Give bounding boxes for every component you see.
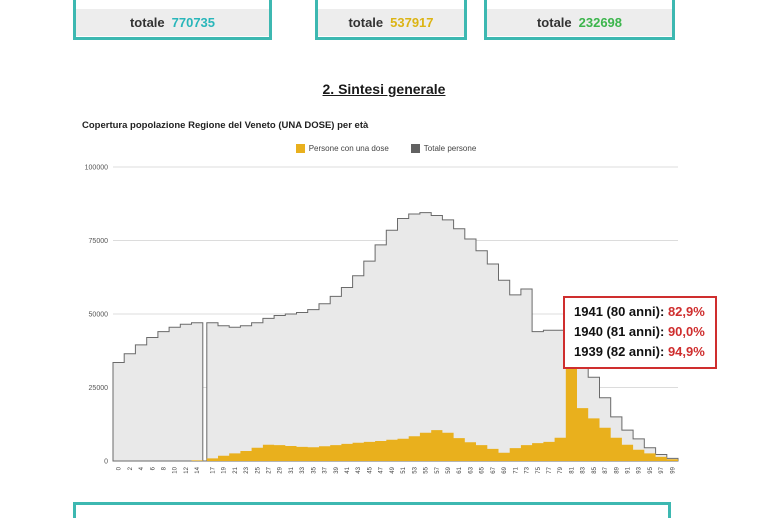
x-tick-label: 8 <box>162 466 168 470</box>
x-tick-label: 43 <box>356 466 362 473</box>
x-tick-label: 85 <box>592 466 598 473</box>
legend-label: Persone con una dose <box>308 144 389 153</box>
x-tick-label: 6 <box>150 466 156 470</box>
x-tick-label: 93 <box>637 466 643 473</box>
x-tick-label: 63 <box>468 466 474 473</box>
section-title: 2. Sintesi generale <box>322 81 446 97</box>
x-tick-label: 81 <box>569 466 575 473</box>
x-tick-label: 14 <box>195 466 201 473</box>
legend-item-una-dose: Persone con una dose <box>295 144 389 153</box>
x-tick-label: 31 <box>289 466 295 473</box>
x-tick-label: 29 <box>278 466 284 473</box>
x-tick-label: 21 <box>233 466 239 473</box>
summary-total-value: 232698 <box>578 15 623 30</box>
x-tick-label: 67 <box>491 466 497 473</box>
x-tick-label: 71 <box>513 466 519 473</box>
legend-item-totale: Totale persone <box>410 144 477 153</box>
age-80-82-annotation: 1941 (80 anni): 82,9% 1940 (81 anni): 90… <box>563 296 717 369</box>
x-tick-label: 59 <box>446 466 452 473</box>
summary-box-terza-dose: totale 232698 <box>484 0 675 40</box>
x-tick-label: 25 <box>255 466 261 473</box>
annotation-percent: 82,9% <box>667 304 705 319</box>
x-tick-label: 55 <box>424 466 430 473</box>
summary-total-value: 537917 <box>390 15 434 30</box>
y-tick-label: 0 <box>104 459 108 466</box>
x-tick-label: 89 <box>614 466 620 473</box>
x-tick-label: 2 <box>128 466 134 470</box>
x-tick-label: 77 <box>547 466 553 473</box>
summary-total-label: totale <box>129 15 165 30</box>
x-tick-label: 99 <box>670 466 676 473</box>
chart-title: Copertura popolazione Regione del Veneto… <box>82 120 369 131</box>
x-tick-label: 75 <box>536 466 542 473</box>
x-tick-label: 87 <box>603 466 609 473</box>
x-tick-label: 17 <box>210 466 216 473</box>
annotation-line: 1940 (81 anni): 90,0% <box>574 324 705 339</box>
summary-box-una-dose: totale 770735 <box>73 0 272 40</box>
x-tick-label: 79 <box>558 466 564 473</box>
summary-total-row: totale 537917 <box>318 9 464 36</box>
x-tick-label: 33 <box>300 466 306 473</box>
x-tick-label: 4 <box>139 466 145 470</box>
x-tick-label: 41 <box>345 466 351 473</box>
y-tick-label: 100000 <box>85 165 108 172</box>
una-dose-area <box>113 355 678 461</box>
x-tick-label: 83 <box>581 466 587 473</box>
x-tick-label: 57 <box>435 466 441 473</box>
summary-total-label: totale <box>348 15 384 30</box>
summary-box-ciclo-completo: totale 537917 <box>315 0 467 40</box>
x-tick-label: 49 <box>390 466 396 473</box>
x-tick-label: 45 <box>368 466 374 473</box>
totale-persone-area <box>112 212 679 462</box>
annotation-percent: 90,0% <box>667 324 705 339</box>
chart-legend: Persone con una dose Totale persone <box>80 144 692 153</box>
x-tick-label: 53 <box>412 466 418 473</box>
summary-total-value: 770735 <box>171 15 216 30</box>
x-tick-label: 27 <box>267 466 273 473</box>
y-tick-label: 75000 <box>89 238 109 245</box>
x-tick-label: 51 <box>401 466 407 473</box>
x-tick-label: 39 <box>334 466 340 473</box>
annotation-line: 1939 (82 anni): 94,9% <box>574 344 705 359</box>
x-tick-label: 61 <box>457 466 463 473</box>
x-tick-label: 37 <box>323 466 329 473</box>
y-tick-label: 50000 <box>89 312 109 319</box>
x-tick-label: 10 <box>173 466 179 473</box>
x-tick-label: 35 <box>311 466 317 473</box>
summary-total-row: totale 232698 <box>487 9 672 36</box>
legend-label: Totale persone <box>423 144 477 153</box>
x-tick-label: 23 <box>244 466 250 473</box>
x-tick-label: 12 <box>184 466 190 473</box>
x-tick-label: 69 <box>502 466 508 473</box>
next-section-box-top <box>73 502 671 518</box>
x-tick-label: 97 <box>659 466 665 473</box>
x-tick-label: 65 <box>480 466 486 473</box>
x-tick-label: 0 <box>117 466 123 470</box>
legend-swatch-yellow <box>295 144 305 153</box>
summary-total-label: totale <box>536 15 572 30</box>
x-tick-label: 91 <box>626 466 632 473</box>
x-tick-label: 19 <box>222 466 228 473</box>
x-tick-label: 47 <box>379 466 385 473</box>
legend-swatch-gray <box>410 144 420 153</box>
y-tick-label: 25000 <box>89 385 109 392</box>
x-tick-label: 95 <box>648 466 654 473</box>
x-tick-label: 73 <box>525 466 531 473</box>
annotation-percent: 94,9% <box>667 344 705 359</box>
annotation-line: 1941 (80 anni): 82,9% <box>574 304 705 319</box>
summary-total-row: totale 770735 <box>76 9 269 36</box>
